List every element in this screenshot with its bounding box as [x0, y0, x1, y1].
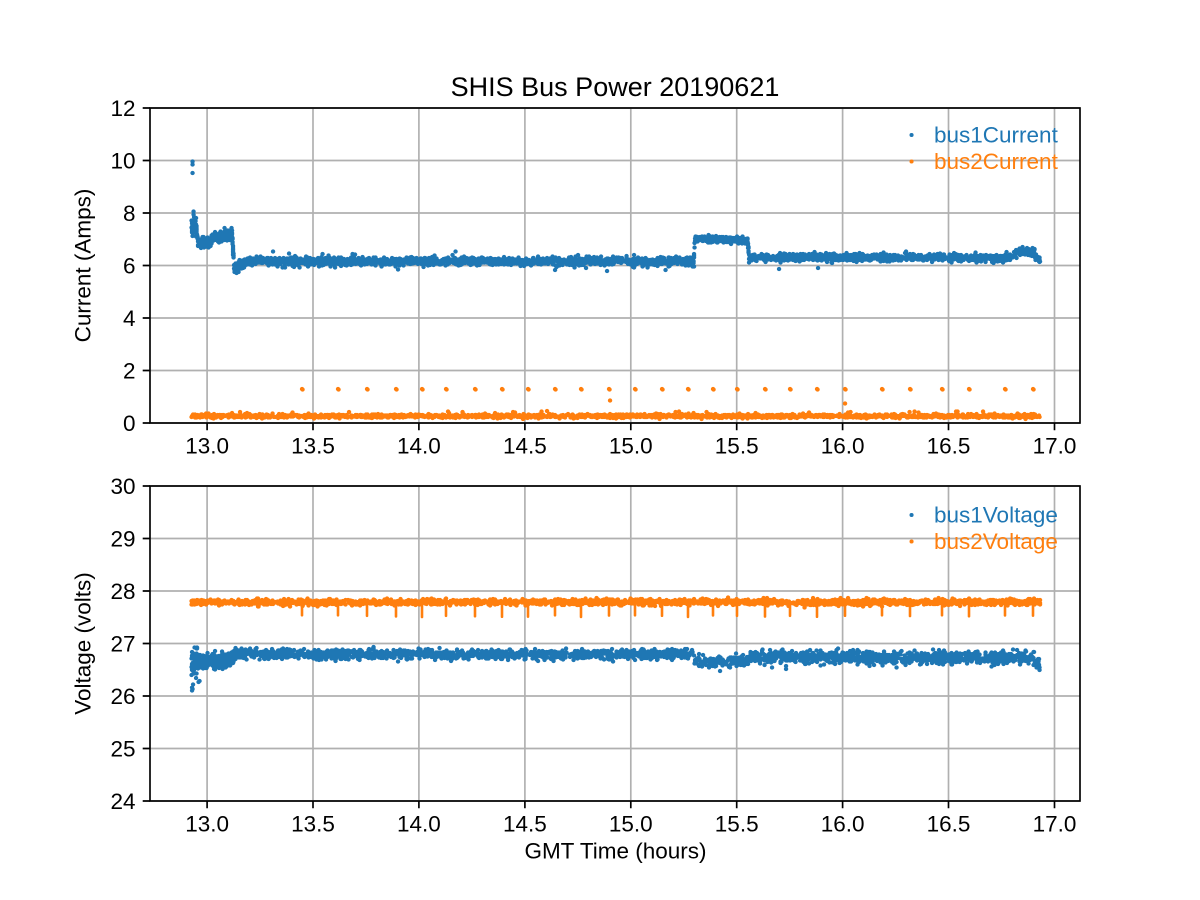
svg-text:28: 28 [110, 579, 135, 604]
svg-text:0: 0 [123, 411, 136, 436]
svg-text:15.5: 15.5 [715, 433, 759, 458]
svg-text:15.5: 15.5 [715, 811, 759, 836]
svg-text:17.0: 17.0 [1033, 433, 1077, 458]
svg-text:13.5: 13.5 [291, 433, 335, 458]
svg-text:Voltage (volts): Voltage (volts) [71, 572, 96, 715]
svg-text:13.0: 13.0 [185, 811, 229, 836]
svg-text:15.0: 15.0 [609, 811, 653, 836]
svg-text:6: 6 [123, 253, 136, 278]
svg-text:13.0: 13.0 [185, 433, 229, 458]
svg-text:27: 27 [110, 631, 135, 656]
svg-text:Current (Amps): Current (Amps) [71, 189, 96, 343]
svg-text:2: 2 [123, 358, 136, 383]
svg-text:bus1Voltage: bus1Voltage [934, 503, 1058, 528]
svg-text:14.5: 14.5 [503, 433, 547, 458]
svg-text:16.5: 16.5 [927, 433, 971, 458]
svg-text:29: 29 [110, 526, 135, 551]
svg-text:bus2Current: bus2Current [934, 149, 1059, 174]
svg-text:16.5: 16.5 [927, 811, 971, 836]
svg-text:30: 30 [110, 474, 135, 499]
svg-text:GMT Time (hours): GMT Time (hours) [524, 839, 706, 864]
svg-text:17.0: 17.0 [1033, 811, 1077, 836]
svg-text:SHIS Bus Power 20190621: SHIS Bus Power 20190621 [451, 72, 780, 102]
svg-text:bus1Current: bus1Current [934, 123, 1059, 148]
svg-text:16.0: 16.0 [821, 811, 865, 836]
svg-text:10: 10 [110, 148, 135, 173]
svg-text:25: 25 [110, 736, 135, 761]
svg-text:12: 12 [110, 96, 135, 121]
svg-text:4: 4 [123, 306, 136, 331]
svg-text:8: 8 [123, 201, 136, 226]
svg-text:14.0: 14.0 [397, 811, 441, 836]
svg-text:bus2Voltage: bus2Voltage [934, 529, 1058, 554]
svg-text:13.5: 13.5 [291, 811, 335, 836]
svg-text:15.0: 15.0 [609, 433, 653, 458]
svg-text:14.0: 14.0 [397, 433, 441, 458]
svg-text:14.5: 14.5 [503, 811, 547, 836]
svg-text:24: 24 [110, 789, 135, 814]
svg-text:26: 26 [110, 684, 135, 709]
svg-text:16.0: 16.0 [821, 433, 865, 458]
